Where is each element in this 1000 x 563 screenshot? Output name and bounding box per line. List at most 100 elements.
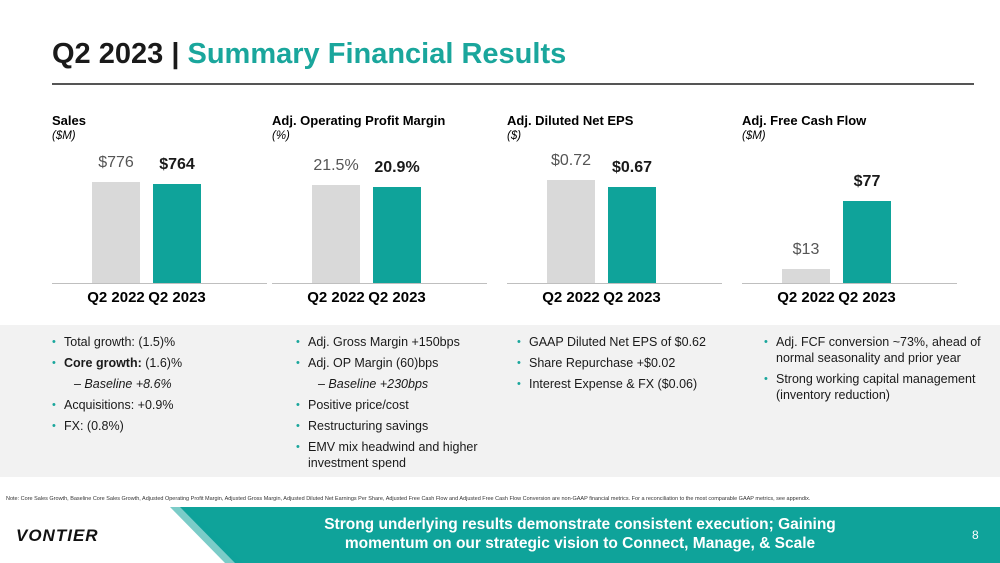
bullet-text: Restructuring savings [308,419,429,433]
bullet-dot-icon: • [296,399,300,411]
op-margin-chart: Adj. Operating Profit Margin (%) 21.5% Q2… [272,110,487,310]
bullet-item: • Acquisitions: +0.9% [52,397,272,413]
bullet-dot-icon: • [296,336,300,348]
bullet-item: • Total growth: (1.5)% [52,334,272,350]
bar-q2-2022 [92,182,140,283]
x-tick-label: Q2 2022 [87,289,145,306]
x-tick-label: Q2 2023 [368,289,426,306]
bullet-text: Share Repurchase +$0.02 [529,356,676,370]
data-label: $13 [792,241,820,258]
x-tick-label: Q2 2023 [603,289,661,306]
bar-q2-2023 [608,187,656,283]
data-label: 21.5% [313,157,359,174]
title-divider [52,83,974,85]
bullet-dot-icon: • [517,336,521,348]
bullet-item: • Interest Expense & FX ($0.06) [517,376,737,392]
x-tick-label: Q2 2023 [148,289,206,306]
footnote: Note: Core Sales Growth, Baseline Core S… [6,496,811,502]
x-tick-label: Q2 2022 [542,289,600,306]
page-title: Q2 2023 | Summary Financial Results [52,38,566,71]
bullet-dot-icon: • [517,378,521,390]
chart-title: Adj. Operating Profit Margin [272,113,446,128]
title-prefix: Q2 2023 | [52,38,180,70]
data-label: $77 [853,173,881,190]
bullet-item: • Share Repurchase +$0.02 [517,355,737,371]
sub-bullet: – Baseline +8.6% [74,377,172,391]
bullet-dot-icon: • [52,357,56,369]
bullet-text: Adj. OP Margin (60)bps [308,356,439,370]
bullet-item: • Strong working capital management (inve… [764,371,984,403]
bullet-dot-icon: • [296,441,300,453]
x-axis-line [742,283,957,284]
chart-title: Adj. Free Cash Flow [742,113,867,128]
bullet-text: Acquisitions: +0.9% [64,398,174,412]
bullet-dot-icon: • [52,336,56,348]
chart-unit: ($) [507,130,522,142]
banner-text: Strong underlying results demonstrate co… [324,516,836,552]
bullet-item: • Restructuring savings [296,418,516,434]
eps-bars: $0.72 Q2 2022 $0.67 Q2 2023 [507,110,722,310]
sales-bars: $776 Q2 2022 $764 Q2 2023 [52,110,267,310]
x-tick-label: Q2 2022 [777,289,835,306]
bullet-dot-icon: • [296,420,300,432]
bullet-item: • EMV mix headwind and higher investment … [296,439,516,471]
chart-unit: ($M) [742,130,766,142]
x-axis-line [507,283,722,284]
commentary-band [0,325,1000,477]
bullet-text: (1.6)% [141,356,183,370]
x-tick-label: Q2 2023 [838,289,896,306]
page-number: 8 [972,528,979,542]
x-axis-line [52,283,267,284]
vontier-logo: VONTIER [16,526,99,545]
bullet-text: Strong working capital management (inven… [776,372,976,402]
chart-title: Adj. Diluted Net EPS [507,113,634,128]
bullet-text: Adj. Gross Margin +150bps [308,335,460,349]
sub-bullet: – Baseline +230bps [318,377,429,391]
data-label: 20.9% [374,159,420,176]
data-label: $764 [159,156,195,173]
bullet-item: • FX: (0.8%) [52,418,272,434]
bullet-dot-icon: • [296,357,300,369]
bullet-text: EMV mix headwind and higher investment s… [308,440,478,470]
bullet-text: FX: (0.8%) [64,419,124,433]
footer: VONTIER Strong underlying results demons… [0,507,1000,563]
bar-q2-2023 [153,184,201,283]
bullet-text: Interest Expense & FX ($0.06) [529,377,698,391]
bar-q2-2023 [843,201,891,283]
bar-q2-2022 [312,185,360,283]
data-label: $0.67 [611,159,653,176]
bar-q2-2022 [547,180,595,283]
fcf-chart: Adj. Free Cash Flow ($M) $13 Q2 2022 $77 Q2… [742,110,957,310]
data-label: $776 [98,154,134,171]
op-margin-bars: 21.5% Q2 2022 20.9% Q2 2023 [272,110,487,310]
banner-background [180,507,1000,563]
bullet-dot-icon: • [764,373,768,385]
chart-unit: ($M) [52,130,76,142]
bullet-dot-icon: • [52,399,56,411]
eps-chart: Adj. Diluted Net EPS ($) $0.72 Q2 2022 $0.… [507,110,722,310]
title-main: Summary Financial Results [187,38,567,70]
data-label: $0.72 [550,152,592,169]
op-margin-commentary: • Adj. Gross Margin +150bps • Adj. OP Margi… [296,334,516,476]
sales-chart: Sales ($M) $776 Q2 2022 $764 Q2 2023 [52,110,267,310]
bullet-text: GAAP Diluted Net EPS of $0.62 [529,335,706,349]
bullet-item: • GAAP Diluted Net EPS of $0.62 [517,334,737,350]
bullet-item: • Adj. OP Margin (60)bps [296,355,516,371]
sales-commentary: • Total growth: (1.5)% • Core growth: (1.6)… [52,334,272,439]
bullet-bold-text: Core growth: [64,356,142,370]
eps-commentary: • GAAP Diluted Net EPS of $0.62 • Share Rep… [517,334,737,397]
x-axis-line [272,283,487,284]
banner-stripe [170,507,243,563]
bullet-text: Total growth: (1.5)% [64,335,176,349]
bullet-dot-icon: • [517,357,521,369]
bullet-dot-icon: • [764,336,768,348]
chart-title: Sales [52,113,86,128]
x-tick-label: Q2 2022 [307,289,365,306]
fcf-commentary: • Adj. FCF conversion ~73%, ahead of norm… [764,334,984,408]
fcf-bars: $13 Q2 2022 $77 Q2 2023 [742,110,957,310]
bullet-text: Positive price/cost [308,398,409,412]
footer-shapes [170,507,1000,563]
bullet-item: • Positive price/cost [296,397,516,413]
bar-q2-2022 [782,269,830,283]
bar-q2-2023 [373,187,421,283]
